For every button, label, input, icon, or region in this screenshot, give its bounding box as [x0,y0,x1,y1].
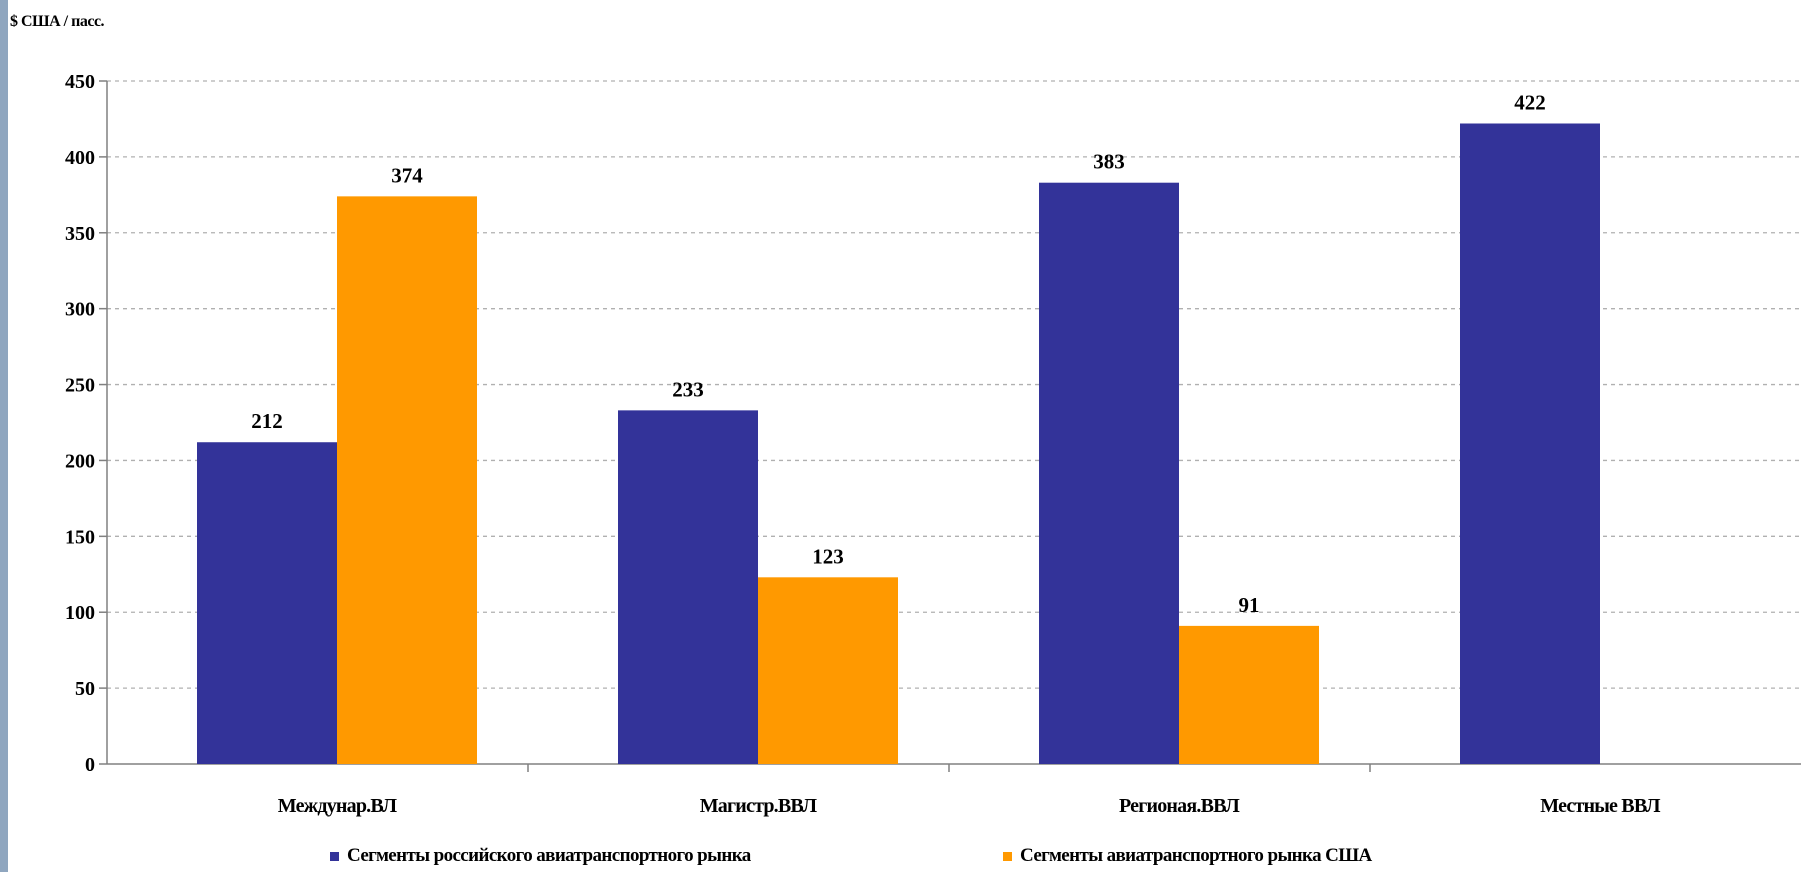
bar-series1-cat2 [1179,625,1319,764]
bar-series1-cat1 [758,577,898,764]
y-tick-label-150: 150 [65,526,95,548]
legend-swatch-russian-market [330,851,339,861]
y-tick-label-450: 450 [65,71,95,93]
x-category-label-0: Междунар.ВЛ [278,795,397,817]
legend-swatch-us-market [1003,851,1012,861]
y-tick-label-200: 200 [65,450,95,472]
bar-series0-cat2 [1039,182,1179,765]
data-label-series0-cat2: 383 [1093,150,1125,174]
bar-series0-cat1 [618,410,758,764]
legend: Сегменты российского авиатранспортного р… [0,845,1801,869]
y-tick-label-350: 350 [65,223,95,245]
x-category-label-3: Местные ВВЛ [1540,795,1660,817]
y-tick-label-300: 300 [65,299,95,321]
data-label-series1-cat1: 123 [812,544,844,568]
legend-label-us-market: Сегменты авиатранспортного рынка США [1020,845,1372,866]
legend-item-russian-market: Сегменты российского авиатранспортного р… [330,845,751,867]
x-category-label-2: Регионая.ВВЛ [1119,795,1240,817]
y-tick-label-50: 50 [75,678,95,700]
data-label-series1-cat2: 91 [1239,593,1260,617]
y-tick-label-100: 100 [65,602,95,624]
bar-series0-cat3 [1460,123,1600,764]
data-label-series1-cat0: 374 [391,163,423,187]
data-label-series0-cat3: 422 [1514,90,1546,114]
y-axis-unit-label: $ США / пасс. [10,13,105,30]
y-tick-label-400: 400 [65,147,95,169]
y-tick-label-250: 250 [65,375,95,397]
left-border-strip [0,0,8,872]
x-category-label-1: Магистр.ВВЛ [700,795,817,817]
legend-item-us-market: Сегменты авиатранспортного рынка США [1003,845,1372,867]
y-tick-label-0: 0 [85,754,95,776]
data-label-series0-cat1: 233 [672,377,704,401]
legend-label-russian-market: Сегменты российского авиатранспортного р… [347,845,751,866]
bar-series0-cat0 [197,442,337,764]
data-label-series0-cat0: 212 [251,409,283,433]
bar-series1-cat0 [337,196,477,765]
